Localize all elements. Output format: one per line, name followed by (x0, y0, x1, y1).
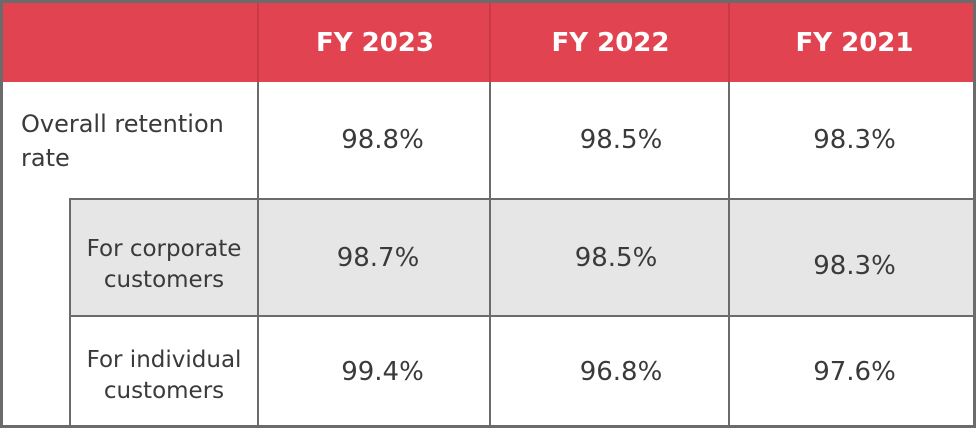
column-header-fy2023: FY 2023 (315, 27, 434, 58)
row-label-line: For corporate (86, 236, 242, 262)
cell-overall-fy2023: 98.8% (341, 125, 424, 155)
grid-line (489, 82, 491, 425)
row-label-line: rate (21, 144, 70, 172)
cell-corporate-fy2023: 98.7% (336, 242, 420, 273)
cell-corporate-fy2022: 98.5% (574, 242, 658, 273)
row-label-line: customers (103, 267, 225, 293)
cell-corporate-fy2021: 98.3% (813, 250, 896, 281)
row-label-overall: Overall retention rate (21, 107, 253, 175)
cell-individual-fy2022: 96.8% (579, 357, 663, 387)
grid-line (257, 82, 259, 425)
header-divider (728, 3, 730, 82)
grid-line (69, 199, 71, 425)
cell-individual-fy2021: 97.6% (813, 357, 896, 387)
cell-overall-fy2021: 98.3% (813, 125, 896, 155)
column-header-fy2022: FY 2022 (551, 27, 670, 58)
header-divider (257, 3, 259, 82)
column-header-fy2021: FY 2021 (795, 27, 914, 58)
row-label-corporate: For corporate customers (73, 234, 255, 296)
grid-line (69, 198, 973, 200)
cell-individual-fy2023: 99.4% (341, 357, 424, 387)
grid-line (69, 315, 973, 317)
row-label-individual: For individual customers (73, 345, 255, 407)
grid-line (728, 82, 730, 425)
row-label-line: customers (103, 378, 225, 404)
cell-overall-fy2022: 98.5% (579, 125, 663, 155)
row-label-line: Overall retention (21, 110, 224, 138)
table-row-shaded (70, 199, 973, 316)
row-label-line: For individual (86, 347, 242, 373)
header-divider (489, 3, 491, 82)
table-header-row (3, 3, 973, 82)
